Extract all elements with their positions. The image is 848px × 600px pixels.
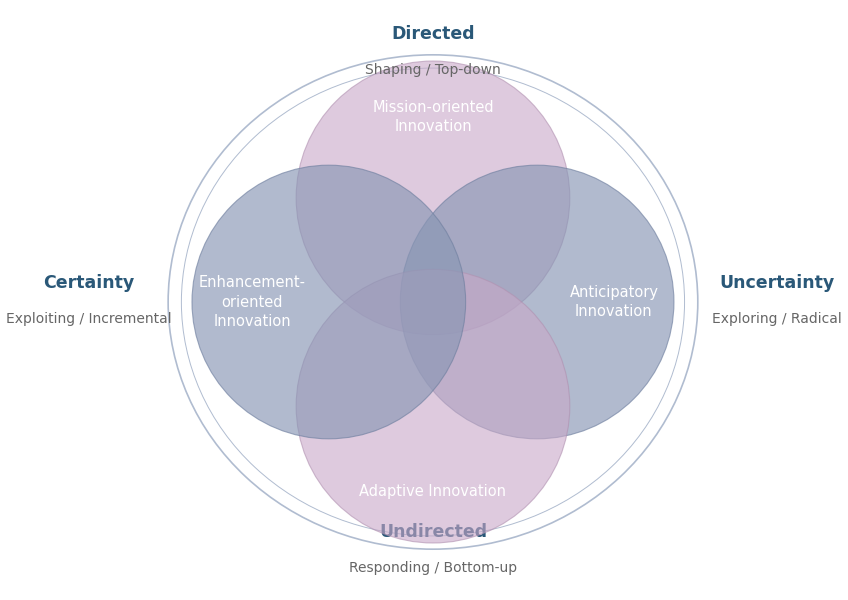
Text: Exploiting / Incremental: Exploiting / Incremental — [6, 312, 171, 326]
Circle shape — [400, 165, 674, 439]
Text: Uncertainty: Uncertainty — [720, 274, 835, 292]
Circle shape — [296, 269, 570, 543]
Text: Anticipatory
Innovation: Anticipatory Innovation — [570, 285, 658, 319]
Text: Exploring / Radical: Exploring / Radical — [712, 312, 842, 326]
Circle shape — [192, 165, 466, 439]
Text: Undirected: Undirected — [379, 523, 487, 541]
Text: Shaping / Top-down: Shaping / Top-down — [365, 63, 501, 77]
Text: Adaptive Innovation: Adaptive Innovation — [360, 484, 506, 499]
Text: Directed: Directed — [391, 25, 475, 43]
Text: Enhancement-
oriented
Innovation: Enhancement- oriented Innovation — [198, 275, 305, 329]
Text: Certainty: Certainty — [43, 274, 134, 292]
Text: Responding / Bottom-up: Responding / Bottom-up — [349, 560, 517, 575]
Circle shape — [296, 61, 570, 335]
Text: Mission-oriented
Innovation: Mission-oriented Innovation — [372, 100, 494, 134]
